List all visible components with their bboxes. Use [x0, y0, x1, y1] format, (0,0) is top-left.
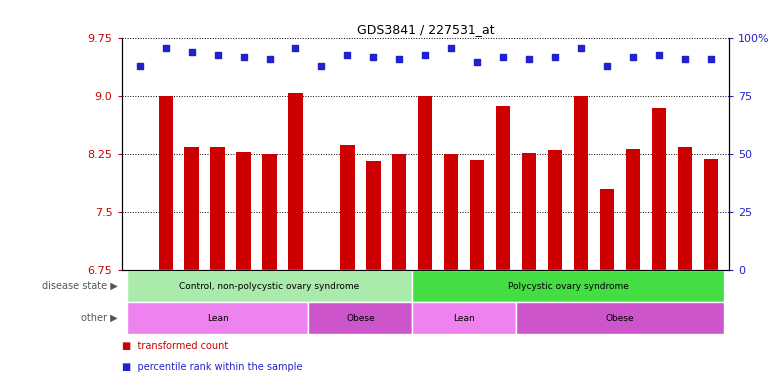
Bar [314, 270, 328, 276]
Bar [132, 270, 147, 273]
Point [341, 51, 354, 58]
Bar [210, 147, 225, 270]
Bar [412, 302, 516, 334]
Bar [496, 106, 510, 270]
Bar [445, 154, 459, 270]
Point [471, 58, 484, 65]
Bar [678, 147, 692, 270]
Text: Obese: Obese [346, 314, 375, 323]
Bar [392, 154, 406, 270]
Text: disease state ▶: disease state ▶ [42, 281, 118, 291]
Point [289, 45, 302, 51]
Point [549, 54, 561, 60]
Bar [127, 270, 412, 302]
Point [393, 56, 405, 62]
Point [523, 56, 535, 62]
Point [238, 54, 250, 60]
Bar [548, 151, 562, 270]
Bar [470, 160, 485, 270]
Bar [600, 189, 614, 270]
Point [575, 45, 587, 51]
Bar [574, 96, 588, 270]
Point [626, 54, 639, 60]
Bar [184, 147, 199, 270]
Bar [418, 96, 433, 270]
Point [185, 49, 198, 55]
Text: ■  percentile rank within the sample: ■ percentile rank within the sample [122, 362, 302, 372]
Text: Lean: Lean [453, 314, 475, 323]
Point [497, 54, 510, 60]
Bar [626, 149, 641, 270]
Point [601, 63, 613, 69]
Point [445, 45, 458, 51]
Bar [366, 161, 380, 270]
Point [679, 56, 691, 62]
Text: other ▶: other ▶ [81, 313, 118, 323]
Bar [158, 96, 172, 270]
Text: Control, non-polycystic ovary syndrome: Control, non-polycystic ovary syndrome [180, 282, 360, 291]
Point [133, 63, 146, 69]
Bar [522, 153, 536, 270]
Bar [237, 152, 251, 270]
Bar [704, 159, 718, 270]
Point [263, 56, 276, 62]
Bar [652, 108, 666, 270]
Bar [412, 270, 724, 302]
Bar [263, 154, 277, 270]
Point [159, 45, 172, 51]
Point [367, 54, 379, 60]
Point [419, 51, 431, 58]
Bar [516, 302, 724, 334]
Point [705, 56, 717, 62]
Point [212, 51, 224, 58]
Text: Lean: Lean [207, 314, 228, 323]
Text: ■  transformed count: ■ transformed count [122, 341, 228, 351]
Bar [308, 302, 412, 334]
Point [653, 51, 666, 58]
Bar [340, 145, 354, 270]
Title: GDS3841 / 227531_at: GDS3841 / 227531_at [357, 23, 494, 36]
Text: Polycystic ovary syndrome: Polycystic ovary syndrome [508, 282, 629, 291]
Bar [289, 93, 303, 270]
Bar [127, 302, 308, 334]
Point [315, 63, 328, 69]
Text: Obese: Obese [606, 314, 634, 323]
